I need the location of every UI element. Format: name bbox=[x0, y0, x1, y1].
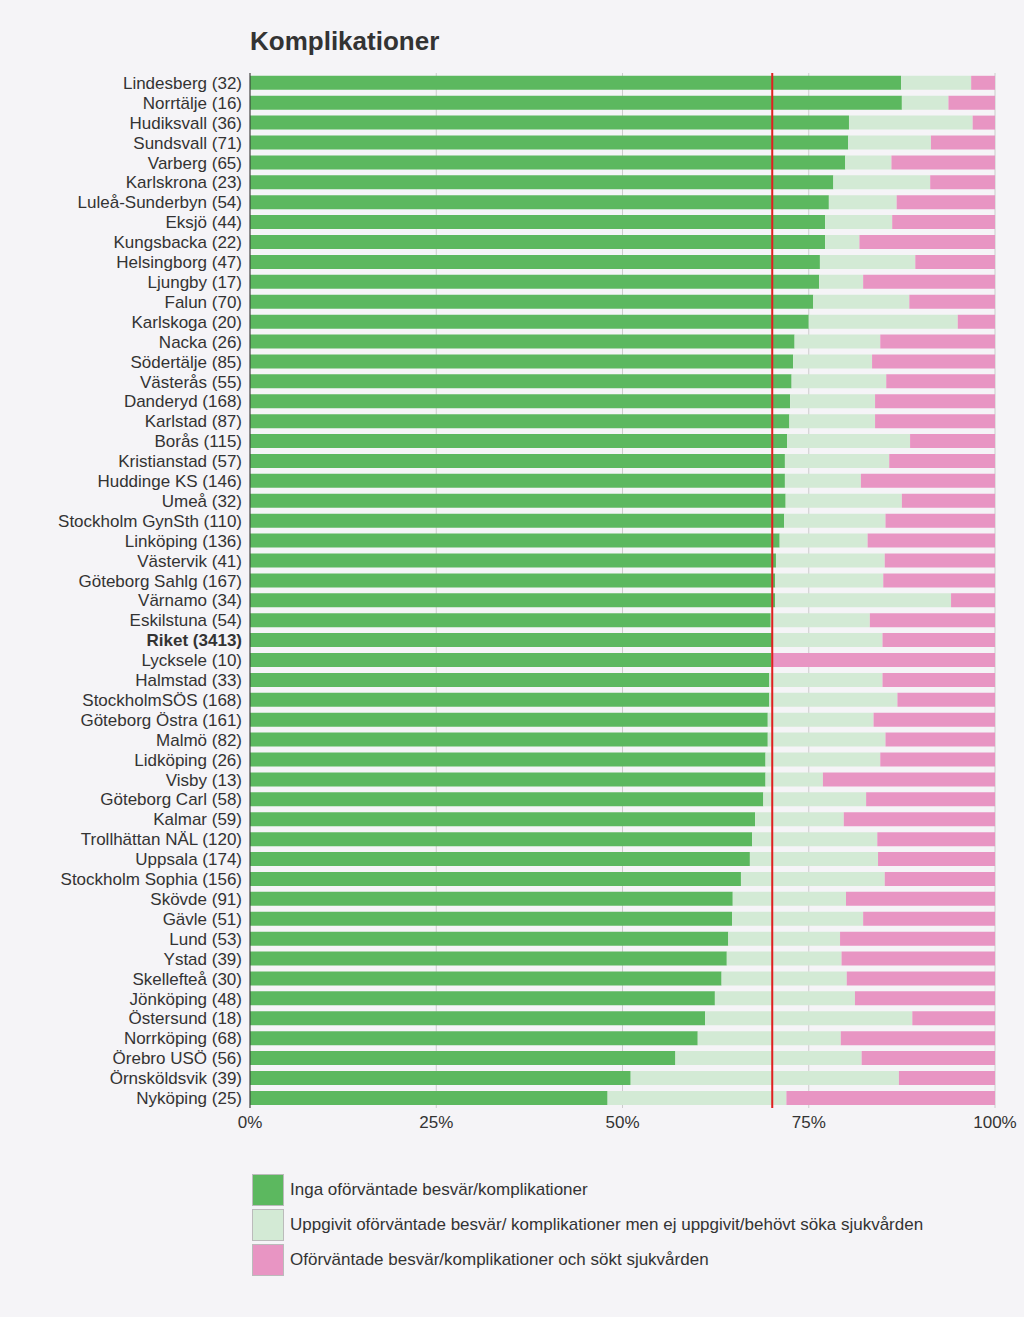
svg-text:Halmstad (33): Halmstad (33) bbox=[135, 671, 242, 690]
svg-text:Värnamo (34): Värnamo (34) bbox=[138, 591, 242, 610]
svg-text:Södertälje (85): Södertälje (85) bbox=[130, 353, 242, 372]
svg-text:Uppsala (174): Uppsala (174) bbox=[135, 850, 242, 869]
svg-text:Varberg (65): Varberg (65) bbox=[148, 154, 242, 173]
svg-text:75%: 75% bbox=[792, 1113, 826, 1132]
svg-text:Umeå (32): Umeå (32) bbox=[162, 492, 242, 511]
svg-text:StockholmSÖS (168): StockholmSÖS (168) bbox=[82, 691, 242, 710]
svg-text:Norrköping (68): Norrköping (68) bbox=[124, 1029, 242, 1048]
svg-text:Danderyd (168): Danderyd (168) bbox=[124, 392, 242, 411]
svg-text:Hudiksvall (36): Hudiksvall (36) bbox=[130, 114, 242, 133]
svg-text:Nacka (26): Nacka (26) bbox=[159, 333, 242, 352]
svg-text:Borås (115): Borås (115) bbox=[154, 432, 242, 451]
svg-text:Kalmar (59): Kalmar (59) bbox=[153, 810, 242, 829]
svg-text:Eskilstuna (54): Eskilstuna (54) bbox=[130, 611, 242, 630]
svg-text:Trollhättan NÄL (120): Trollhättan NÄL (120) bbox=[81, 830, 242, 849]
svg-text:Lund (53): Lund (53) bbox=[169, 930, 242, 949]
svg-text:Eksjö (44): Eksjö (44) bbox=[165, 213, 242, 232]
svg-text:Helsingborg (47): Helsingborg (47) bbox=[116, 253, 242, 272]
svg-text:Linköping (136): Linköping (136) bbox=[125, 532, 242, 551]
html-text:Komplikationer: Komplikationer bbox=[250, 26, 440, 56]
svg-text:Skellefteå (30): Skellefteå (30) bbox=[132, 970, 242, 989]
svg-text:Visby (13): Visby (13) bbox=[166, 771, 242, 790]
svg-text:Norrtälje (16): Norrtälje (16) bbox=[143, 94, 242, 113]
svg-text:Örebro USÖ (56): Örebro USÖ (56) bbox=[113, 1049, 242, 1068]
svg-text:Falun (70): Falun (70) bbox=[165, 293, 242, 312]
svg-text:Karlstad (87): Karlstad (87) bbox=[145, 412, 242, 431]
svg-text:Sundsvall (71): Sundsvall (71) bbox=[133, 134, 242, 153]
svg-text:Ljungby (17): Ljungby (17) bbox=[147, 273, 242, 292]
svg-text:Östersund (18): Östersund (18) bbox=[129, 1009, 242, 1028]
svg-text:Örnsköldsvik (39): Örnsköldsvik (39) bbox=[110, 1069, 242, 1088]
svg-text:Luleå-Sunderbyn (54): Luleå-Sunderbyn (54) bbox=[78, 193, 242, 212]
svg-text:Stockholm Sophia (156): Stockholm Sophia (156) bbox=[61, 870, 242, 889]
svg-text:Ystad (39): Ystad (39) bbox=[164, 950, 242, 969]
svg-text:Riket (3413): Riket (3413) bbox=[147, 631, 242, 650]
svg-text:Karlskoga (20): Karlskoga (20) bbox=[131, 313, 242, 332]
svg-text:Lidköping (26): Lidköping (26) bbox=[134, 751, 242, 770]
html-text:Uppgivit oförväntade besvär/ k: Uppgivit oförväntade besvär/ komplikatio… bbox=[290, 1214, 924, 1234]
svg-text:100%: 100% bbox=[973, 1113, 1016, 1132]
html-text:Oförväntade besvär/komplikatio: Oförväntade besvär/komplikationer och sö… bbox=[290, 1249, 709, 1269]
svg-text:Malmö (82): Malmö (82) bbox=[156, 731, 242, 750]
html-text:Inga oförväntade besvär/kompli: Inga oförväntade besvär/komplikationer bbox=[290, 1179, 588, 1199]
svg-text:Jönköping (48): Jönköping (48) bbox=[130, 990, 242, 1009]
svg-text:Västervik (41): Västervik (41) bbox=[137, 552, 242, 571]
svg-text:Göteborg Sahlg (167): Göteborg Sahlg (167) bbox=[79, 572, 243, 591]
svg-text:Västerås (55): Västerås (55) bbox=[140, 373, 242, 392]
svg-text:0%: 0% bbox=[238, 1113, 263, 1132]
svg-text:Huddinge KS (146): Huddinge KS (146) bbox=[97, 472, 242, 491]
svg-text:Lindesberg (32): Lindesberg (32) bbox=[123, 74, 242, 93]
svg-text:Lycksele (10): Lycksele (10) bbox=[142, 651, 242, 670]
svg-text:25%: 25% bbox=[419, 1113, 453, 1132]
svg-text:50%: 50% bbox=[605, 1113, 639, 1132]
svg-text:Gävle (51): Gävle (51) bbox=[163, 910, 242, 929]
svg-text:Göteborg Östra (161): Göteborg Östra (161) bbox=[80, 711, 242, 730]
svg-text:Nyköping (25): Nyköping (25) bbox=[136, 1089, 242, 1108]
svg-text:Kristianstad (57): Kristianstad (57) bbox=[118, 452, 242, 471]
svg-text:Kungsbacka (22): Kungsbacka (22) bbox=[113, 233, 242, 252]
svg-text:Karlskrona (23): Karlskrona (23) bbox=[126, 173, 242, 192]
svg-text:Stockholm GynSth (110): Stockholm GynSth (110) bbox=[58, 512, 242, 531]
svg-text:Göteborg Carl (58): Göteborg Carl (58) bbox=[100, 790, 242, 809]
svg-text:Skövde (91): Skövde (91) bbox=[150, 890, 242, 909]
